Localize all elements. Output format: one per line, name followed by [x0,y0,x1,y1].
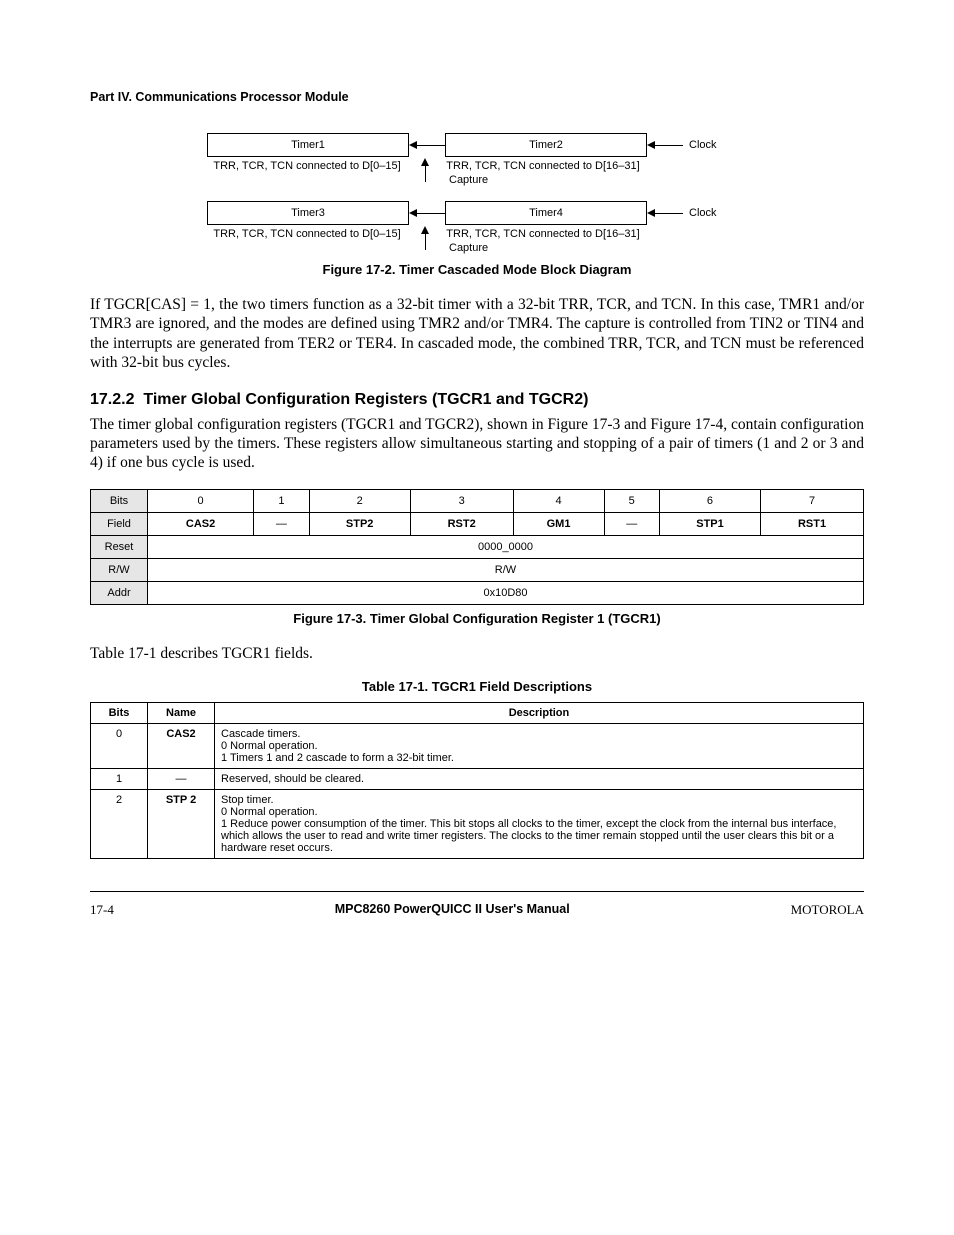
footer-rule [90,891,864,902]
timer4-sublabel: TRR, TCR, TCN connected to D[16–31] [443,228,643,240]
table-row: 0 CAS2 Cascade timers. 0 Normal operatio… [91,724,864,769]
reset-cell: 0000_0000 [148,535,864,558]
bit-cell: 0 [148,489,254,512]
timer2-box: Timer2 [445,133,647,157]
page-number: 17-4 [90,902,114,918]
register-table: Bits 0 1 2 3 4 5 6 7 Field CAS2 — STP2 R… [90,489,864,605]
row-label: Reset [91,535,148,558]
figure-17-2-caption: Figure 17-2. Timer Cascaded Mode Block D… [90,262,864,277]
paragraph-3: Table 17-1 describes TGCR1 fields. [90,644,864,663]
manual-title: MPC8260 PowerQUICC II User's Manual [335,902,570,918]
arrow-icon [409,209,417,217]
row-label: Field [91,512,148,535]
connector-line [655,145,683,146]
field-cell: STP1 [659,512,760,535]
field-cell: GM1 [513,512,604,535]
reset-row: Reset 0000_0000 [91,535,864,558]
paragraph-1: If TGCR[CAS] = 1, the two timers functio… [90,295,864,373]
rw-cell: R/W [148,558,864,581]
clock-label: Clock [689,207,717,219]
bit-cell: 2 [309,489,410,512]
rw-row: R/W R/W [91,558,864,581]
bit-cell: 6 [659,489,760,512]
name-cell: CAS2 [148,724,215,769]
row-label: R/W [91,558,148,581]
arrow-icon [647,141,655,149]
clock-label: Clock [689,139,717,151]
name-cell: — [148,769,215,790]
figure-17-3-caption: Figure 17-3. Timer Global Configuration … [90,611,864,626]
bit-cell: 5 [604,489,659,512]
timer2-sublabel: TRR, TCR, TCN connected to D[16–31] [443,160,643,172]
connector-line [417,213,445,214]
field-cell: — [254,512,309,535]
connector-line [417,145,445,146]
timer3-sublabel: TRR, TCR, TCN connected to D[0–15] [207,228,407,240]
table-row: 1 — Reserved, should be cleared. [91,769,864,790]
table-17-1-caption: Table 17-1. TGCR1 Field Descriptions [90,679,864,694]
bits-cell: 2 [91,790,148,859]
addr-cell: 0x10D80 [148,581,864,604]
bit-cell: 1 [254,489,309,512]
bits-cell: 1 [91,769,148,790]
col-header: Description [215,703,864,724]
desc-cell: Reserved, should be cleared. [215,769,864,790]
capture-label: Capture [449,174,488,186]
paragraph-2: The timer global configuration registers… [90,415,864,473]
part-header: Part IV. Communications Processor Module [90,90,864,104]
table-header-row: Bits Name Description [91,703,864,724]
section-number: 17.2.2 [90,391,134,408]
field-cell: RST2 [410,512,513,535]
row-label: Bits [91,489,148,512]
connector-line [655,213,683,214]
timer1-sublabel: TRR, TCR, TCN connected to D[0–15] [207,160,407,172]
section-title: Timer Global Configuration Registers (TG… [143,391,588,408]
field-row: Field CAS2 — STP2 RST2 GM1 — STP1 RST1 [91,512,864,535]
table-row: 2 STP 2 Stop timer. 0 Normal operation. … [91,790,864,859]
bit-cell: 3 [410,489,513,512]
timer3-box: Timer3 [207,201,409,225]
bits-cell: 0 [91,724,148,769]
field-cell: RST1 [761,512,864,535]
field-cell: STP2 [309,512,410,535]
page-footer: 17-4 MPC8260 PowerQUICC II User's Manual… [90,902,864,918]
arrow-up-icon [421,226,429,234]
arrow-icon [647,209,655,217]
row-label: Addr [91,581,148,604]
addr-row: Addr 0x10D80 [91,581,864,604]
col-header: Name [148,703,215,724]
timer1-box: Timer1 [207,133,409,157]
section-heading: 17.2.2 Timer Global Configuration Regist… [90,391,864,409]
bit-cell: 4 [513,489,604,512]
bit-cell: 7 [761,489,864,512]
timer4-box: Timer4 [445,201,647,225]
desc-cell: Stop timer. 0 Normal operation. 1 Reduce… [215,790,864,859]
bits-row: Bits 0 1 2 3 4 5 6 7 [91,489,864,512]
name-cell: STP 2 [148,790,215,859]
field-cell: CAS2 [148,512,254,535]
arrow-up-icon [421,158,429,166]
field-description-table: Bits Name Description 0 CAS2 Cascade tim… [90,702,864,859]
desc-cell: Cascade timers. 0 Normal operation. 1 Ti… [215,724,864,769]
field-cell: — [604,512,659,535]
company-name: MOTOROLA [791,902,864,918]
arrow-icon [409,141,417,149]
capture-label: Capture [449,242,488,254]
col-header: Bits [91,703,148,724]
cascade-diagram: Timer1 Timer2 Clock TRR, TCR, TCN connec… [207,132,747,254]
